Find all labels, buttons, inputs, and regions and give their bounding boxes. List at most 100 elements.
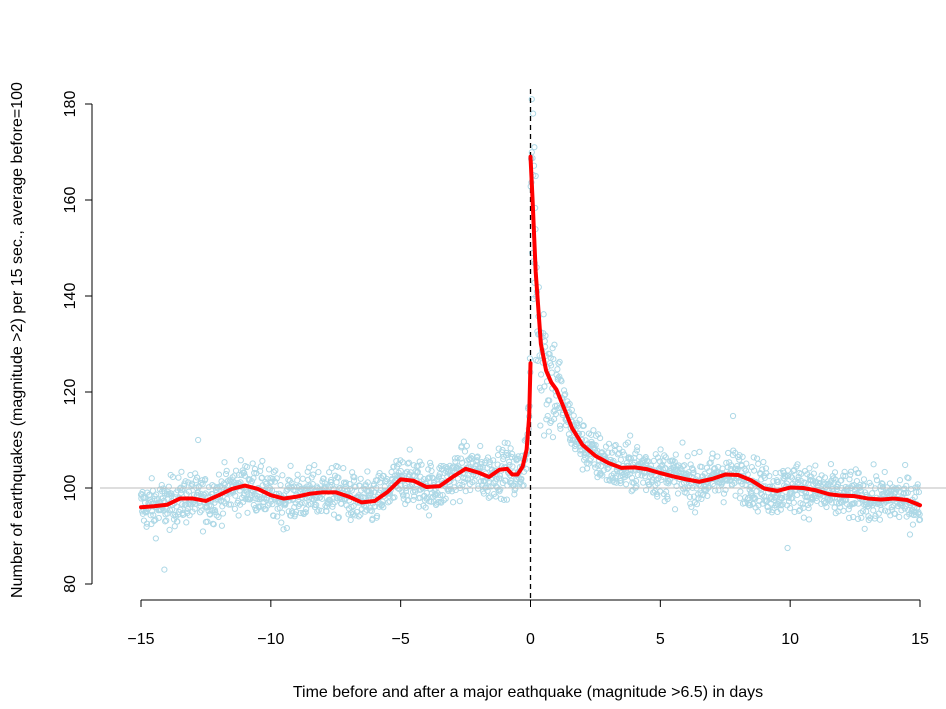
data-point <box>473 454 480 461</box>
data-point <box>397 468 404 475</box>
data-point <box>855 469 862 477</box>
data-point <box>400 492 407 499</box>
data-point <box>537 422 544 429</box>
data-point <box>433 500 440 507</box>
data-point <box>767 500 774 507</box>
x-tick-label: 5 <box>656 631 665 648</box>
data-point <box>223 467 230 474</box>
x-tick-label: −5 <box>392 631 410 648</box>
data-point <box>437 492 444 499</box>
data-point <box>176 485 184 492</box>
data-point <box>890 502 897 509</box>
data-point <box>779 492 786 499</box>
y-tick-label: 80 <box>62 575 79 593</box>
data-point <box>857 481 864 488</box>
data-point <box>193 474 201 481</box>
data-point <box>437 462 444 470</box>
data-point <box>896 513 903 521</box>
data-point <box>311 462 318 469</box>
y-tick-label: 160 <box>62 187 79 214</box>
data-point <box>357 511 364 518</box>
data-point <box>313 501 320 509</box>
data-point <box>603 476 610 484</box>
data-point <box>355 513 362 520</box>
data-point <box>558 378 565 385</box>
x-tick-label: 0 <box>526 631 535 648</box>
data-point <box>549 434 557 441</box>
data-point <box>614 451 622 458</box>
data-point <box>590 427 597 434</box>
data-point <box>232 492 239 499</box>
data-point <box>454 454 461 462</box>
x-tick-label: 15 <box>911 631 929 648</box>
data-point <box>723 459 730 467</box>
data-point <box>442 495 449 502</box>
data-point <box>788 474 796 481</box>
y-tick-label: 100 <box>62 475 79 502</box>
data-point <box>435 499 442 506</box>
data-point <box>534 357 541 365</box>
data-point <box>687 500 694 507</box>
data-point <box>865 516 872 524</box>
data-point <box>684 453 691 460</box>
data-point <box>428 467 435 475</box>
data-point <box>739 453 746 461</box>
data-point <box>654 493 661 500</box>
data-point <box>852 466 859 473</box>
data-point <box>330 511 338 518</box>
data-point <box>415 503 423 510</box>
data-point <box>847 468 855 475</box>
data-point <box>805 516 813 523</box>
data-point <box>542 332 549 339</box>
data-point <box>537 371 545 378</box>
data-point <box>617 456 624 463</box>
data-point <box>507 445 514 452</box>
data-point <box>460 438 467 445</box>
data-point <box>687 461 694 468</box>
data-point <box>837 504 844 511</box>
data-point <box>605 449 612 456</box>
data-point <box>364 468 371 475</box>
data-point <box>787 473 794 480</box>
data-point <box>720 499 727 506</box>
data-point <box>802 490 810 497</box>
data-point <box>579 466 586 473</box>
data-point <box>587 455 594 462</box>
data-point <box>149 508 156 515</box>
data-point <box>592 442 599 449</box>
data-point <box>779 501 786 508</box>
data-point <box>467 486 474 494</box>
data-point <box>183 519 190 526</box>
data-point <box>342 479 349 486</box>
data-point <box>308 474 315 481</box>
data-point <box>579 430 586 438</box>
data-point <box>499 449 506 456</box>
data-point <box>714 453 721 460</box>
data-point <box>241 472 249 479</box>
data-point <box>783 480 790 487</box>
data-point <box>729 412 737 420</box>
data-point <box>605 440 613 447</box>
data-point <box>428 498 435 505</box>
data-point <box>251 469 258 477</box>
data-point <box>347 516 354 524</box>
data-point <box>709 450 716 457</box>
data-point <box>914 481 921 488</box>
data-point <box>552 410 560 418</box>
data-point <box>831 469 839 476</box>
data-point <box>787 505 794 512</box>
data-point <box>755 460 762 467</box>
data-point <box>600 467 607 474</box>
data-point <box>695 495 702 502</box>
data-point <box>794 461 801 468</box>
data-point <box>186 512 193 519</box>
data-point <box>650 457 658 464</box>
data-point <box>649 476 656 483</box>
data-point <box>395 460 403 468</box>
data-point <box>515 453 522 460</box>
data-point <box>627 455 634 462</box>
data-point <box>528 149 535 156</box>
data-point <box>241 470 248 477</box>
data-point <box>674 490 682 497</box>
data-point <box>373 512 381 520</box>
